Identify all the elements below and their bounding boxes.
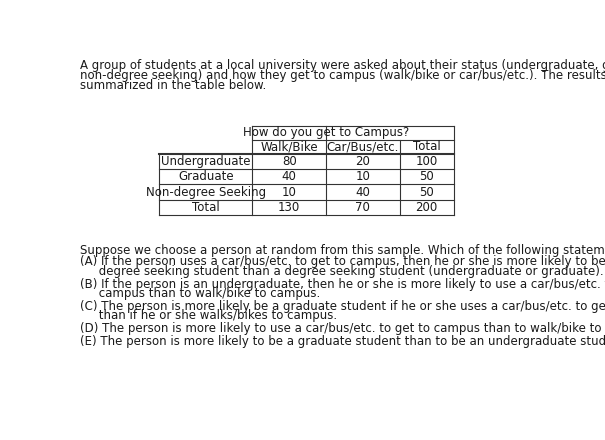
- Text: than if he or she walks/bikes to campus.: than if he or she walks/bikes to campus.: [79, 309, 336, 322]
- Text: Suppose we choose a person at random from this sample. Which of the following st: Suppose we choose a person at random fro…: [79, 244, 605, 257]
- Text: 20: 20: [355, 155, 370, 168]
- Text: (B) If the person is an undergraduate, then he or she is more likely to use a ca: (B) If the person is an undergraduate, t…: [79, 278, 605, 291]
- Text: non-degree seeking) and how they get to campus (walk/bike or car/bus/etc.). The : non-degree seeking) and how they get to …: [79, 69, 605, 82]
- Text: Total: Total: [413, 140, 440, 153]
- Text: 40: 40: [282, 170, 296, 183]
- Text: How do you get to Campus?: How do you get to Campus?: [243, 126, 409, 139]
- Text: degree seeking student than a degree seeking student (undergraduate or graduate): degree seeking student than a degree see…: [79, 264, 603, 278]
- Text: 10: 10: [282, 186, 296, 199]
- Text: A group of students at a local university were asked about their status (undergr: A group of students at a local universit…: [79, 59, 605, 72]
- Text: Car/Bus/etc.: Car/Bus/etc.: [327, 140, 399, 153]
- Text: Undergraduate: Undergraduate: [161, 155, 250, 168]
- Text: (A) If the person uses a car/bus/etc. to get to campus, then he or she is more l: (A) If the person uses a car/bus/etc. to…: [79, 255, 605, 268]
- Text: 40: 40: [355, 186, 370, 199]
- Text: (E) The person is more likely to be a graduate student than to be an undergradua: (E) The person is more likely to be a gr…: [79, 335, 605, 348]
- Text: 10: 10: [355, 170, 370, 183]
- Text: 50: 50: [419, 186, 434, 199]
- Text: 70: 70: [355, 201, 370, 214]
- Text: 100: 100: [416, 155, 438, 168]
- Text: summarized in the table below.: summarized in the table below.: [79, 79, 266, 92]
- Text: 200: 200: [416, 201, 438, 214]
- Text: Graduate: Graduate: [178, 170, 234, 183]
- Text: Non-degree Seeking: Non-degree Seeking: [146, 186, 266, 199]
- Text: 130: 130: [278, 201, 300, 214]
- Text: campus than to walk/bike to campus.: campus than to walk/bike to campus.: [79, 287, 320, 300]
- Text: (D) The person is more likely to use a car/bus/etc. to get to campus than to wal: (D) The person is more likely to use a c…: [79, 322, 605, 335]
- Text: (C) The person is more likely be a graduate student if he or she uses a car/bus/: (C) The person is more likely be a gradu…: [79, 300, 605, 313]
- Text: Total: Total: [192, 201, 220, 214]
- Text: 50: 50: [419, 170, 434, 183]
- Text: 80: 80: [282, 155, 296, 168]
- Text: Walk/Bike: Walk/Bike: [260, 140, 318, 153]
